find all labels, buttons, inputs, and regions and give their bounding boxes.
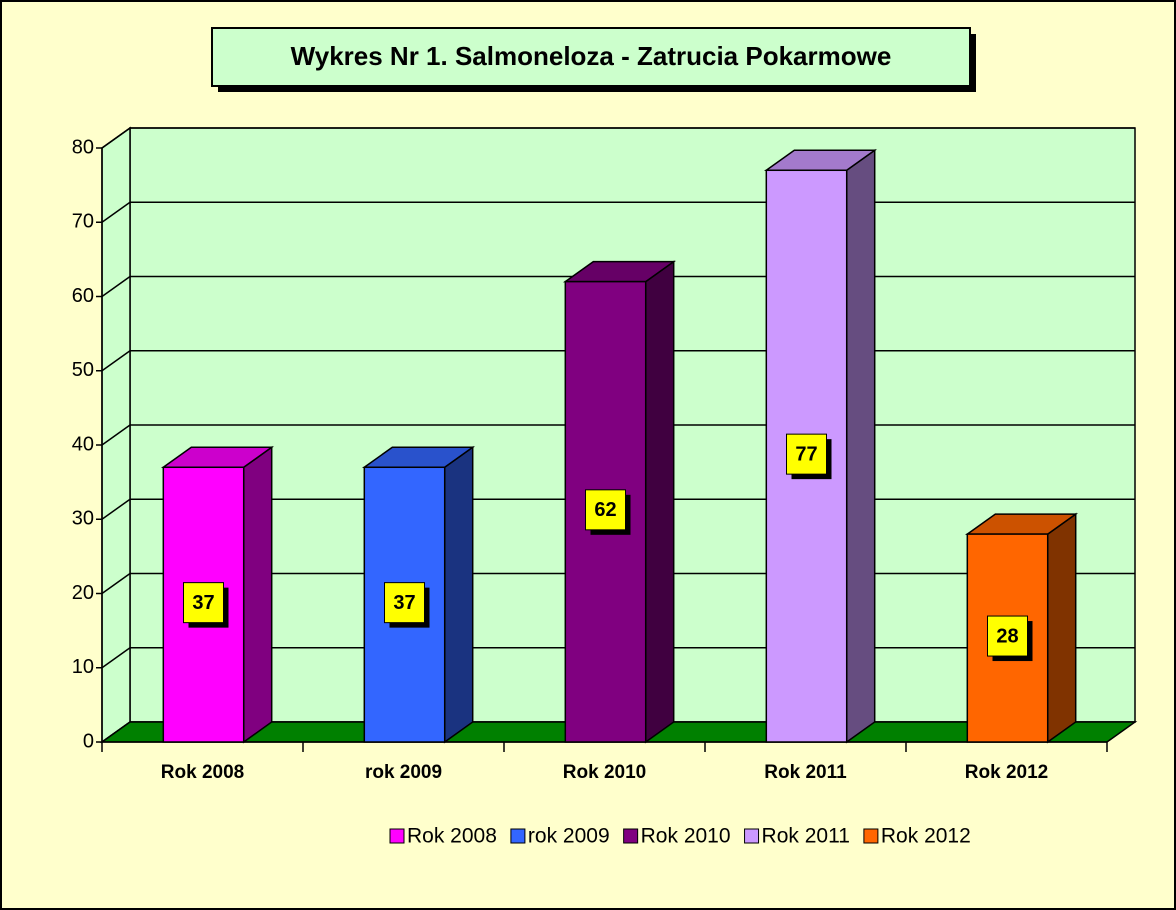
- data-label-box: [183, 582, 225, 624]
- grid-line: [101, 127, 1135, 149]
- data-label: 77: [795, 443, 817, 465]
- legend-label: rok 2009: [528, 825, 610, 848]
- y-tick-label: 60: [72, 285, 94, 307]
- x-tick-label: Rok 2008: [161, 762, 244, 783]
- y-tick-label: 50: [72, 359, 94, 381]
- legend-swatch: [623, 828, 639, 844]
- legend-swatch: [510, 828, 526, 844]
- y-tick-label: 70: [72, 211, 94, 233]
- data-label-box: [384, 582, 426, 624]
- data-label-box: [585, 489, 627, 531]
- bar-side: [443, 445, 474, 744]
- data-label: 28: [996, 625, 1018, 647]
- bar-side: [242, 445, 273, 744]
- bar-side: [845, 148, 876, 744]
- data-label: 37: [192, 592, 214, 614]
- legend-swatch: [744, 828, 760, 844]
- y-tick-label: 10: [72, 656, 94, 678]
- title-box: [211, 27, 971, 87]
- data-label-box: [987, 615, 1029, 657]
- data-label-box: [786, 433, 828, 475]
- y-tick-label: 80: [72, 136, 94, 158]
- legend-swatch: [389, 828, 405, 844]
- y-tick-label: 20: [72, 582, 94, 604]
- y-tick-label: 0: [83, 730, 94, 752]
- legend-label: Rok 2012: [881, 825, 971, 848]
- legend-label: Rok 2008: [407, 825, 497, 848]
- bar-side: [644, 260, 675, 744]
- legend-swatch: [863, 828, 879, 844]
- x-tick-label: Rok 2012: [965, 762, 1048, 783]
- y-tick-label: 30: [72, 508, 94, 530]
- legend-label: Rok 2010: [641, 825, 731, 848]
- legend-label: Rok 2011: [762, 825, 850, 848]
- x-tick-label: rok 2009: [365, 762, 442, 783]
- data-label: 62: [594, 499, 616, 521]
- bar-side: [1046, 512, 1077, 744]
- y-tick-label: 40: [72, 433, 94, 455]
- chart-title: Wykres Nr 1. Salmoneloza - Zatrucia Poka…: [291, 41, 892, 71]
- x-tick-label: Rok 2011: [764, 762, 847, 783]
- data-label: 37: [393, 592, 415, 614]
- x-tick-label: Rok 2010: [563, 762, 646, 783]
